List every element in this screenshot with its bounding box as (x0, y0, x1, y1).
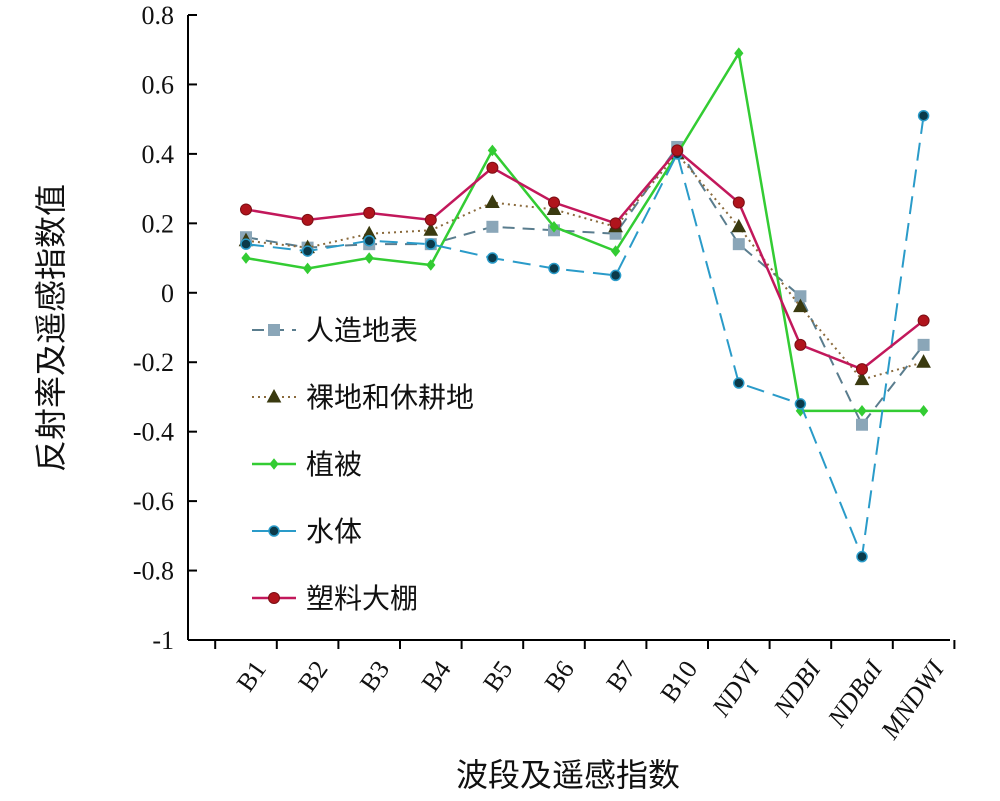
y-tick-label: 0.4 (142, 140, 175, 169)
data-point (424, 213, 437, 226)
data-point (426, 259, 436, 271)
series-2 (238, 145, 931, 386)
legend-label: 塑料大棚 (306, 582, 418, 615)
y-tick-label: -0.8 (133, 557, 174, 586)
axes (187, 15, 950, 641)
legend-label: 人造地表 (306, 314, 418, 347)
data-point (856, 363, 868, 376)
y-tick-label: 0.6 (142, 70, 175, 99)
data-point (856, 418, 868, 431)
data-point (731, 218, 747, 233)
data-point (916, 354, 931, 368)
data-point (734, 47, 744, 59)
series-line (245, 145, 925, 427)
series-line (245, 148, 925, 371)
x-tick-label: B4 (416, 655, 457, 696)
series-5 (240, 144, 930, 376)
data-point (917, 314, 930, 327)
x-axis-title: 波段及遥感指数 (456, 756, 680, 794)
data-point (302, 262, 313, 275)
series-group (238, 47, 931, 563)
data-point (609, 269, 622, 282)
data-point (671, 144, 684, 157)
data-point (733, 377, 745, 389)
data-point (854, 371, 870, 386)
legend-item: 水体 (252, 515, 362, 548)
data-point (732, 196, 745, 209)
data-point (856, 550, 868, 563)
x-tick-label: B6 (539, 655, 580, 696)
y-tick-label: -1 (152, 626, 174, 655)
data-point (363, 206, 376, 219)
y-axis-title: 反射率及遥感指数值 (32, 184, 70, 472)
series-line (245, 152, 924, 381)
data-point (485, 194, 500, 208)
x-tick-label: NDBI (767, 654, 827, 722)
data-point (240, 238, 252, 250)
data-point (269, 458, 279, 470)
data-point (548, 262, 560, 275)
x-tick-label: MNDWI (875, 654, 951, 745)
data-point (423, 222, 439, 236)
x-tick-label: B10 (655, 655, 704, 707)
data-point (857, 405, 867, 417)
data-point (548, 196, 560, 209)
data-point (918, 405, 929, 417)
data-point (241, 252, 251, 264)
data-point (240, 203, 252, 216)
data-point (268, 525, 280, 537)
data-point (301, 213, 314, 226)
y-tick-label: 0 (161, 279, 174, 308)
x-tick-label: B2 (292, 655, 333, 696)
data-point (268, 324, 280, 336)
data-point (794, 338, 807, 351)
data-point (363, 234, 375, 247)
x-tick-label: B7 (600, 655, 641, 696)
x-tick-label: B5 (477, 655, 518, 696)
x-tick-label: NDVI (706, 654, 766, 722)
series-3 (241, 47, 929, 417)
data-point (609, 217, 622, 230)
y-tick-label: 0.2 (142, 209, 175, 238)
data-point (917, 109, 930, 122)
legend-label: 水体 (306, 515, 362, 548)
legend-item: 裸地和休耕地 (252, 381, 474, 414)
legend-item: 塑料大棚 (252, 582, 418, 615)
data-point (794, 398, 807, 410)
data-point (266, 388, 282, 403)
data-point (917, 338, 930, 351)
series-4 (240, 109, 930, 563)
data-point (610, 245, 621, 257)
y-tick-label: -0.2 (133, 348, 174, 377)
data-point (486, 220, 499, 233)
series-line (245, 49, 924, 413)
legend-item: 人造地表 (252, 314, 418, 347)
x-tick-label: B3 (354, 655, 395, 696)
data-point (486, 161, 499, 174)
data-point (487, 144, 498, 157)
data-point (301, 245, 314, 257)
data-point (486, 252, 499, 264)
y-tick-label: -0.6 (133, 487, 174, 516)
y-ticks: 0.8 0.6 0.4 0.2 0 -0.2 -0.4 -0.6 -0.8 -1 (133, 1, 197, 655)
data-point (364, 252, 374, 264)
data-point (268, 592, 280, 604)
x-tick-label: B1 (231, 655, 272, 696)
series-line (245, 115, 925, 561)
data-point (549, 221, 559, 233)
data-point (732, 238, 745, 251)
legend-item: 植被 (252, 448, 362, 481)
legend-label: 植被 (306, 448, 362, 481)
legend-label: 裸地和休耕地 (306, 381, 474, 414)
data-point (425, 238, 437, 250)
data-point (793, 298, 808, 313)
y-tick-label: 0.8 (142, 1, 175, 30)
y-tick-label: -0.4 (133, 418, 174, 447)
